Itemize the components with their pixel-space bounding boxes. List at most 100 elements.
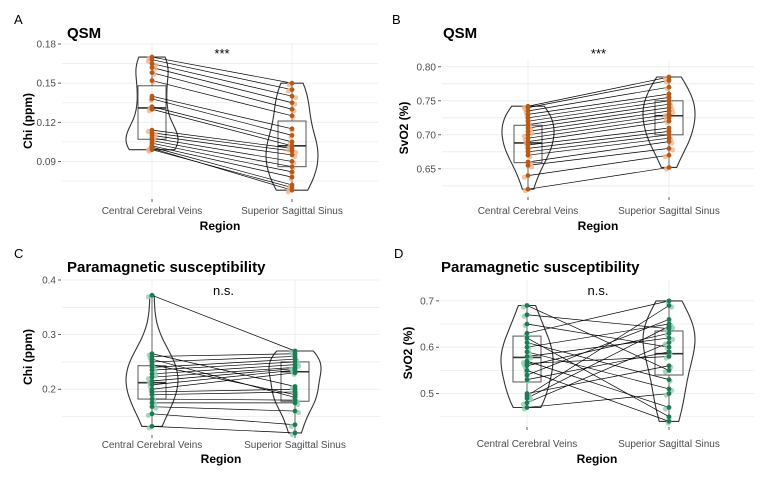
data-point xyxy=(289,164,295,170)
pair-line xyxy=(151,132,293,152)
data-point xyxy=(289,126,295,132)
data-point xyxy=(524,400,530,406)
data-point xyxy=(149,78,155,83)
x-tick-label: Central Cerebral Veins xyxy=(477,439,578,450)
data-point xyxy=(666,95,672,100)
x-tick-label: Superior Sagittal Sinus xyxy=(618,439,720,450)
data-point xyxy=(524,330,530,336)
pair-line xyxy=(527,80,670,108)
data-point xyxy=(149,404,155,410)
pair-line xyxy=(527,127,670,146)
pair-line xyxy=(151,369,296,386)
data-point xyxy=(525,112,531,117)
panel-d: D Paramagnetic susceptibility 0.5 0.6 0.7 Cen… xyxy=(394,246,754,466)
panel-title: Paramagnetic susceptibility xyxy=(441,259,640,276)
y-tick-label: 0.7 xyxy=(420,296,434,307)
data-point xyxy=(666,105,672,110)
data-point xyxy=(666,340,672,345)
x-axis-label: Region xyxy=(200,219,241,233)
pair-line xyxy=(151,146,293,186)
pair-line xyxy=(527,114,670,136)
data-point xyxy=(289,139,295,145)
data-point xyxy=(666,165,672,170)
pair-line xyxy=(527,110,670,132)
data-point xyxy=(666,335,672,341)
pair-line xyxy=(527,148,670,166)
data-point xyxy=(666,391,672,396)
pair-line xyxy=(527,154,670,176)
pair-line xyxy=(151,129,293,149)
data-point xyxy=(666,323,672,329)
pair-line xyxy=(151,106,293,143)
significance-label: n.s. xyxy=(213,283,234,298)
data-point xyxy=(524,335,530,341)
data-point xyxy=(524,340,530,345)
y-tick-label: 0.6 xyxy=(420,343,434,354)
data-point xyxy=(524,321,530,327)
pair-line xyxy=(527,103,670,125)
y-tick-label: 0.5 xyxy=(420,389,434,400)
data-point xyxy=(666,78,672,83)
data-point xyxy=(666,414,672,420)
pair-line xyxy=(151,391,296,396)
data-point xyxy=(292,430,298,436)
x-tick-label: Superior Sagittal Sinus xyxy=(244,440,346,451)
pair-line xyxy=(526,356,670,364)
panel-title: QSM xyxy=(67,25,101,42)
data-point xyxy=(666,418,672,424)
pair-line xyxy=(526,342,670,404)
pair-line xyxy=(151,63,293,97)
data-point xyxy=(149,70,155,76)
data-point xyxy=(292,422,298,428)
data-point xyxy=(666,405,672,410)
pair-line xyxy=(526,337,670,418)
x-axis-label: Region xyxy=(578,219,619,233)
data-point xyxy=(289,113,295,119)
data-point xyxy=(666,146,672,151)
data-point xyxy=(666,344,672,350)
data-point xyxy=(525,163,531,168)
data-point xyxy=(289,100,295,106)
pair-line xyxy=(526,351,670,380)
data-point xyxy=(149,61,155,66)
data-point xyxy=(524,303,530,308)
pair-line xyxy=(527,120,670,142)
data-point xyxy=(289,174,295,180)
data-point xyxy=(149,93,155,99)
data-point xyxy=(525,135,531,141)
data-point xyxy=(524,367,530,373)
y-tick-label: 0.80 xyxy=(417,62,437,73)
pair-line xyxy=(527,141,670,163)
violin-2 xyxy=(268,350,322,434)
x-axis-label: Region xyxy=(577,452,618,466)
data-point xyxy=(666,354,672,359)
data-point xyxy=(149,374,155,380)
pair-line xyxy=(526,305,670,371)
pair-line xyxy=(151,358,296,368)
data-point xyxy=(525,105,531,110)
pair-line xyxy=(527,97,670,119)
data-point xyxy=(524,354,530,359)
data-point xyxy=(289,132,295,138)
data-point xyxy=(666,377,672,383)
data-point xyxy=(149,378,155,384)
violin-1 xyxy=(501,105,555,190)
pair-line xyxy=(151,294,296,352)
data-point xyxy=(149,54,155,60)
data-point xyxy=(289,182,295,188)
pair-line xyxy=(151,145,293,178)
y-tick-label: 0.18 xyxy=(37,40,57,51)
pair-line xyxy=(151,149,293,188)
pair-line xyxy=(151,353,296,357)
y-tick-label: 0.3 xyxy=(42,330,56,341)
data-point xyxy=(149,392,155,398)
data-point xyxy=(666,298,672,304)
panel-tag: A xyxy=(14,12,23,27)
panel-title: QSM xyxy=(443,25,477,42)
pair-line xyxy=(527,117,670,139)
data-point xyxy=(666,118,672,124)
data-point xyxy=(292,389,298,395)
significance-label: n.s. xyxy=(588,283,609,298)
